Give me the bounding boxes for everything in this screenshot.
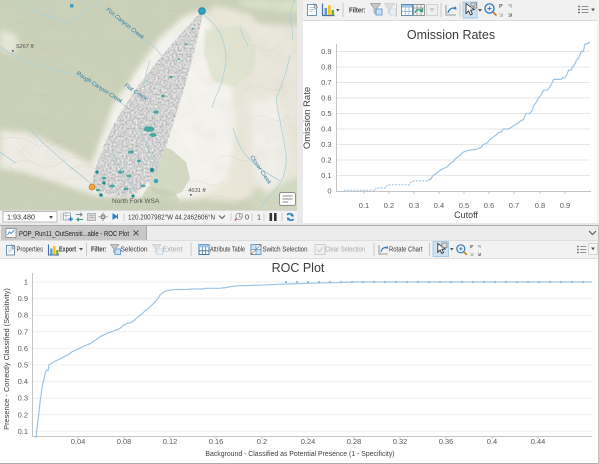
svg-text:0.9: 0.9 (321, 47, 331, 56)
svg-text:0.36: 0.36 (439, 437, 454, 446)
svg-text:Rotate Chart: Rotate Chart (389, 247, 423, 254)
svg-text:Background - Classified as Pot: Background - Classified as Potential Pre… (205, 451, 394, 458)
svg-text:1: 1 (257, 213, 261, 222)
svg-text:0.44: 0.44 (531, 437, 546, 446)
svg-text:Filter:: Filter: (91, 247, 107, 254)
svg-text:1:93,480: 1:93,480 (7, 213, 35, 222)
svg-text:0.3: 0.3 (321, 140, 331, 149)
svg-text:Selection: Selection (121, 247, 148, 254)
svg-text:4631 ft: 4631 ft (188, 188, 206, 194)
svg-text:120.2007982°W 44.2462606°N: 120.2007982°W 44.2462606°N (128, 214, 215, 222)
svg-text:0.4: 0.4 (18, 377, 28, 386)
svg-text:0.5: 0.5 (18, 361, 28, 370)
svg-text:ROC Plot: ROC Plot (272, 261, 325, 275)
svg-text:Omission Rates: Omission Rates (407, 28, 495, 42)
svg-text:0.5: 0.5 (321, 109, 331, 118)
svg-text:0.7: 0.7 (321, 78, 331, 87)
svg-text:0.1: 0.1 (18, 427, 28, 436)
svg-text:0.9: 0.9 (560, 201, 570, 210)
svg-text:0.6: 0.6 (321, 94, 331, 103)
svg-text:0.9: 0.9 (18, 294, 28, 303)
svg-text:0.04: 0.04 (71, 437, 86, 446)
svg-text:0.8: 0.8 (18, 311, 28, 320)
svg-text:0.7: 0.7 (509, 201, 519, 210)
svg-text:Properties: Properties (17, 247, 44, 254)
svg-text:0.08: 0.08 (117, 437, 132, 446)
svg-text:0.4: 0.4 (487, 437, 497, 446)
svg-text:0.2: 0.2 (18, 410, 28, 419)
svg-text:0.2: 0.2 (384, 201, 394, 210)
svg-text:Presence - Correctly Classifie: Presence - Correctly Classified (Sensiti… (2, 288, 11, 430)
svg-text:0.24: 0.24 (301, 437, 316, 446)
svg-text:Switch Selection: Switch Selection (263, 247, 308, 254)
svg-text:Clear Selection: Clear Selection (325, 247, 365, 254)
svg-text:0: 0 (245, 213, 249, 222)
svg-text:POP_Run11_OutSensiti...able -: POP_Run11_OutSensiti...able - ROC Plot (19, 229, 129, 238)
svg-text:Attribute Table: Attribute Table (210, 247, 245, 254)
svg-text:0.2: 0.2 (321, 156, 331, 165)
svg-text:0.3: 0.3 (409, 201, 419, 210)
svg-text:0: 0 (327, 187, 331, 196)
svg-text:0.8: 0.8 (321, 63, 331, 72)
svg-text:0.28: 0.28 (347, 437, 362, 446)
svg-text:0.6: 0.6 (484, 201, 494, 210)
svg-text:0.1: 0.1 (359, 201, 369, 210)
svg-text:0.8: 0.8 (535, 201, 545, 210)
svg-text:0.7: 0.7 (18, 327, 28, 336)
svg-text:0.6: 0.6 (18, 344, 28, 353)
svg-text:0.3: 0.3 (18, 394, 28, 403)
svg-text:Filter:: Filter: (349, 7, 366, 14)
svg-text:0.32: 0.32 (393, 437, 408, 446)
svg-text:Omission Rate: Omission Rate (303, 87, 313, 149)
svg-text:Export: Export (59, 247, 77, 254)
svg-text:5267 ft: 5267 ft (16, 44, 34, 50)
svg-text:North Fork WSA: North Fork WSA (112, 198, 160, 205)
svg-text:Extent: Extent (163, 247, 183, 254)
svg-text:0.2: 0.2 (257, 437, 267, 446)
svg-text:0.12: 0.12 (163, 437, 178, 446)
svg-text:0.4: 0.4 (434, 201, 444, 210)
svg-text:0.5: 0.5 (459, 201, 469, 210)
svg-text:0.16: 0.16 (209, 437, 224, 446)
svg-text:1: 1 (24, 278, 28, 287)
svg-text:Cutoff: Cutoff (454, 210, 478, 220)
svg-text:0.4: 0.4 (321, 125, 331, 134)
svg-text:0.1: 0.1 (321, 171, 331, 180)
